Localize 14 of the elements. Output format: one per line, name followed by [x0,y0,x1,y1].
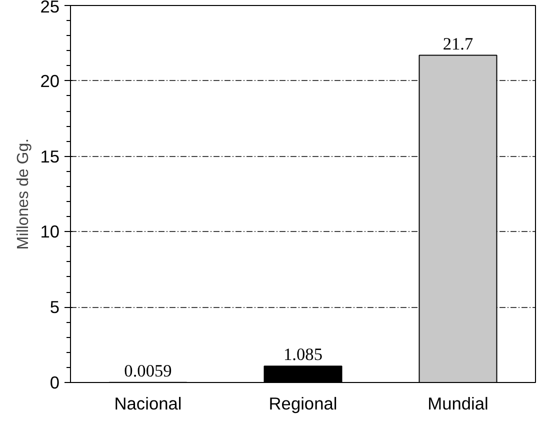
y-tick-label: 0 [50,372,60,392]
x-tick-label: Regional [268,394,338,414]
y-axis-title: Millones de Gg. [15,138,32,250]
y-tick-label: 15 [40,146,60,166]
y-tick-label: 10 [40,222,60,242]
bar [264,366,342,382]
y-tick-label: 20 [40,70,60,91]
data-label: 21.7 [442,34,474,54]
data-label: 1.085 [284,345,323,364]
y-tick-label: 5 [50,297,60,318]
data-label: 0.0059 [124,361,172,380]
x-tick-label: Mundial [428,394,488,414]
x-tick-label: Nacional [114,394,182,414]
y-tick-label: 25 [40,0,60,16]
